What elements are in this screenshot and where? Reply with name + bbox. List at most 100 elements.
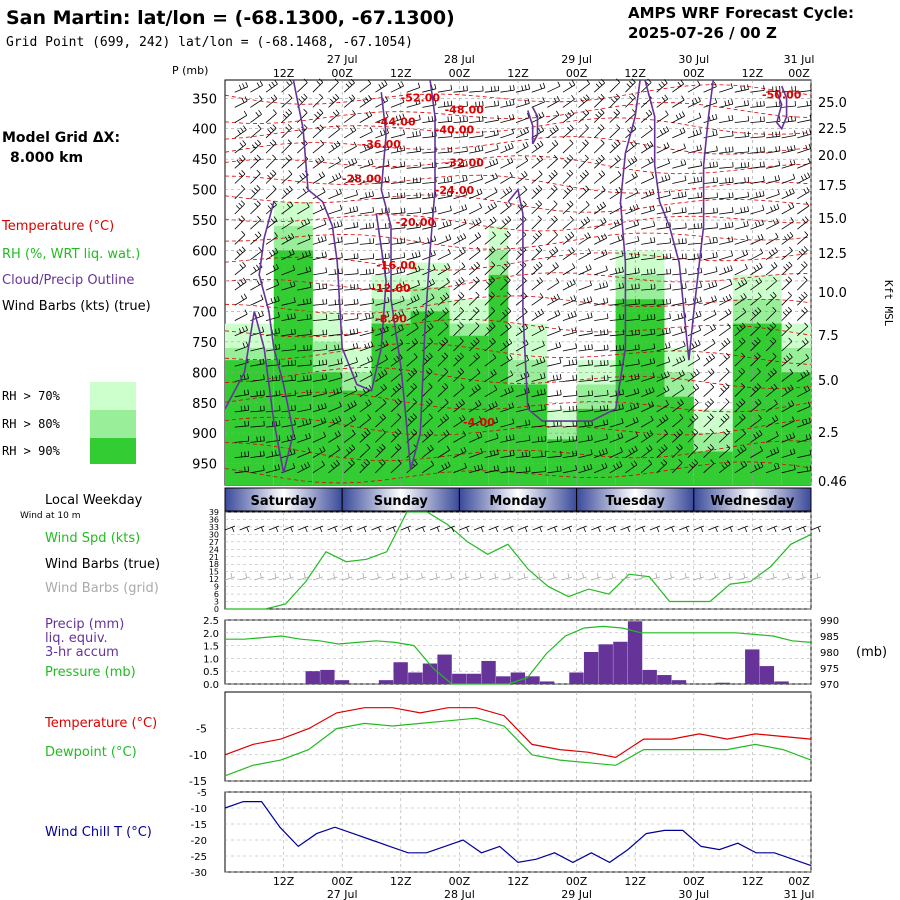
pressure-tick-label: 700: [192, 305, 217, 320]
chill-tick-label: -15: [191, 820, 207, 831]
upper-wind-barb: [406, 114, 421, 123]
rh90-region: [225, 360, 274, 485]
upper-wind-barb: [734, 115, 750, 123]
upper-wind-barb: [765, 447, 780, 458]
upper-wind-barb: [531, 82, 546, 93]
upper-wind-barb: [547, 465, 562, 474]
upper-wind-barb: [734, 191, 750, 200]
upper-wind-barb: [547, 154, 558, 169]
grid-wind-barb: [488, 572, 499, 581]
surface-wind-barb: [386, 525, 397, 533]
upper-wind-barb: [297, 108, 308, 123]
upper-wind-barb: [500, 276, 511, 291]
upper-wind-barb: [468, 337, 480, 352]
upper-wind-barb: [531, 155, 544, 169]
upper-wind-barb: [672, 268, 687, 276]
upper-wind-barb: [625, 235, 640, 245]
wind-tick-label: 9: [214, 583, 219, 592]
upper-wind-barb: [422, 162, 437, 169]
upper-wind-barb: [500, 230, 511, 245]
surface-wind-barb: [488, 525, 499, 533]
grid-wind-barb: [312, 572, 324, 581]
upper-wind-barb: [484, 385, 498, 398]
rh70-label: RH > 70%: [2, 389, 61, 403]
upper-wind-barb: [297, 234, 311, 245]
upper-wind-barb: [422, 308, 434, 321]
temp-tick-label: -15: [189, 775, 207, 788]
upper-wind-barb: [344, 268, 359, 276]
upper-wind-barb: [687, 413, 699, 428]
upper-wind-barb: [531, 404, 546, 413]
surface-wind-barb: [810, 525, 822, 533]
upper-wind-barb: [797, 417, 811, 428]
upper-wind-barb: [703, 398, 714, 413]
bottom-tick-label: 00Z: [331, 875, 353, 888]
wind-tick-label: 12: [209, 575, 219, 584]
upper-wind-barb: [718, 323, 731, 337]
upper-wind-barb: [578, 328, 593, 337]
upper-wind-barb: [531, 451, 546, 458]
upper-wind-barb: [797, 433, 812, 443]
precip-bar: [598, 644, 613, 684]
surface-wind-barb: [766, 525, 778, 533]
upper-wind-barb: [469, 188, 483, 200]
upper-wind-barb: [750, 146, 765, 154]
bottom-tick-label: 12Z: [624, 875, 646, 888]
upper-wind-barb: [734, 460, 748, 474]
pressure-tick-label: 500: [192, 184, 217, 199]
upper-wind-barb: [562, 185, 574, 200]
grid-wind-barb: [679, 572, 690, 581]
grid-wind-barb: [298, 572, 309, 581]
precip-tick-label: 0.0: [203, 680, 219, 691]
upper-wind-barb: [625, 219, 640, 230]
upper-wind-barb: [250, 390, 265, 398]
upper-wind-barb: [265, 295, 280, 306]
top-tick-label: 12Z: [273, 67, 295, 80]
upper-wind-barb: [594, 297, 609, 306]
upper-wind-barb: [781, 173, 796, 184]
upper-wind-barb: [468, 400, 482, 413]
grid-wind-barb: [664, 572, 675, 581]
upper-wind-barb: [437, 322, 449, 337]
upper-wind-barb: [578, 154, 589, 169]
upper-wind-barb: [312, 402, 327, 413]
pressure-tick-label: 750: [192, 336, 217, 351]
upper-wind-barb: [281, 94, 293, 108]
upper-wind-barb: [453, 204, 468, 215]
upper-wind-barb: [594, 249, 608, 261]
pressure-tick-label: 650: [192, 275, 217, 290]
top-date-label: 28 Jul: [444, 53, 475, 66]
upper-wind-barb: [328, 358, 343, 367]
upper-wind-barb: [234, 140, 247, 154]
upper-wind-barb: [406, 353, 418, 367]
upper-wind-barb: [359, 312, 374, 321]
weekday-label: Saturday: [251, 494, 318, 509]
upper-wind-barb: [656, 142, 670, 154]
surface-wind-barb: [620, 525, 631, 533]
cloud-outline-path: [527, 107, 539, 145]
upper-wind-barb: [641, 221, 656, 230]
upper-wind-barb: [406, 368, 418, 382]
upper-wind-barb: [766, 145, 781, 154]
upper-wind-barb: [656, 400, 669, 413]
upper-wind-barb: [453, 175, 468, 184]
upper-wind-barb: [765, 247, 778, 261]
upper-wind-barb: [734, 383, 746, 397]
upper-wind-barb: [719, 221, 734, 230]
upper-wind-barb: [422, 367, 433, 382]
upper-wind-barb: [797, 401, 811, 413]
surface-temperature-panel: -5 -10 -15: [189, 691, 812, 788]
rh80-swatch: [90, 410, 136, 438]
upper-wind-barb: [484, 231, 496, 245]
upper-wind-barb: [625, 283, 640, 291]
upper-wind-barb: [390, 295, 405, 306]
upper-wind-barb: [578, 405, 593, 413]
top-date-label: 27 Jul: [327, 53, 358, 66]
upper-wind-barb: [765, 276, 778, 291]
upper-wind-barb: [234, 325, 248, 337]
upper-wind-barb: [562, 215, 574, 230]
upper-wind-barb: [468, 322, 480, 337]
upper-wind-barb: [594, 462, 608, 474]
upper-wind-barb: [687, 207, 703, 215]
upper-wind-barb: [797, 114, 812, 123]
